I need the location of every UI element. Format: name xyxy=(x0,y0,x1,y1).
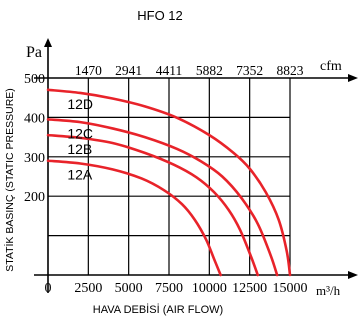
top-axis-unit-label: cfm xyxy=(320,59,342,74)
y-tick-label: 300 xyxy=(24,151,45,166)
y-axis-title: STATİK BASINÇ (STATIC PRESSURE) xyxy=(3,88,16,272)
x-tick-label: 10000 xyxy=(192,281,227,296)
series-label-12a: 12A xyxy=(67,167,93,183)
series-curves xyxy=(46,88,292,277)
series-line-12d xyxy=(46,88,292,277)
top-tick-label: 4411 xyxy=(156,63,183,78)
series-label-12d: 12D xyxy=(67,96,93,112)
y-unit-label: Pa xyxy=(26,44,42,61)
series-line-12b xyxy=(46,133,260,277)
top-tick-label: 1470 xyxy=(75,63,102,78)
x-tick-label: 7500 xyxy=(155,281,183,296)
x-tick-label: 2500 xyxy=(74,281,102,296)
x-tick-label: 15000 xyxy=(273,281,308,296)
top-tick-label: 7352 xyxy=(236,63,263,78)
x-axis-arrow xyxy=(348,271,358,279)
x-tick-label: 12500 xyxy=(232,281,267,296)
x-unit-label: m³/h xyxy=(316,283,341,298)
x-axis-title: HAVA DEBİSİ (AIR FLOW) xyxy=(93,303,223,316)
top-tick-label: 2941 xyxy=(115,63,142,78)
series-label-12b: 12B xyxy=(67,141,92,157)
x-tick-label: 0 xyxy=(45,281,52,296)
chart-title: HFO 12 xyxy=(137,8,183,23)
y-axis-arrow xyxy=(44,38,52,47)
series-line-12a xyxy=(46,159,222,277)
y-tick-label: 400 xyxy=(24,111,45,126)
top-axis-arrow xyxy=(348,74,358,82)
series-label-12c: 12C xyxy=(67,125,93,141)
series-line-12c xyxy=(46,118,279,277)
axes xyxy=(34,38,358,293)
top-tick-label: 8823 xyxy=(277,63,304,78)
top-tick-label: 5882 xyxy=(196,63,223,78)
y-tick-label: 500 xyxy=(24,72,45,87)
x-tick-label: 5000 xyxy=(115,281,143,296)
grid xyxy=(48,78,291,275)
y-tick-label: 200 xyxy=(24,190,45,205)
